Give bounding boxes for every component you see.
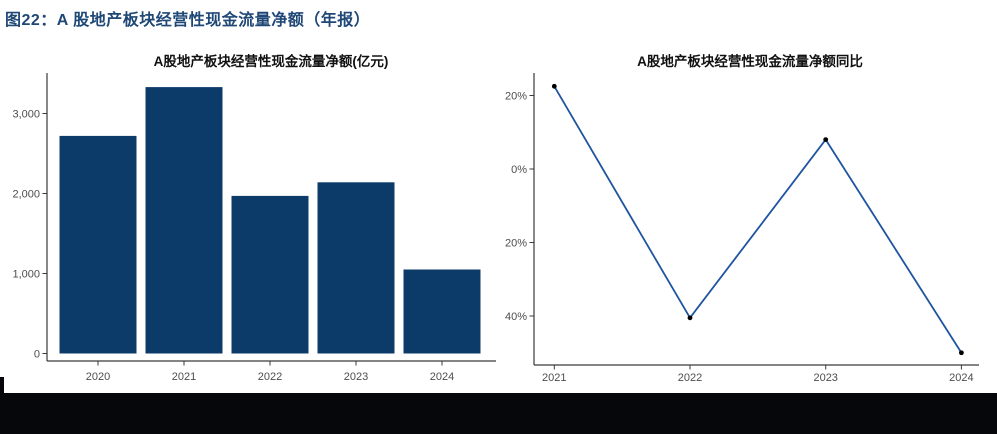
y-axis-tick-label: -20%: [505, 237, 527, 249]
data-point: [551, 83, 557, 89]
y-axis-tick-label: 0: [34, 348, 40, 360]
y-axis-tick-label: 3,000: [12, 108, 40, 120]
footer-bar: [0, 393, 997, 434]
bar: [59, 135, 137, 354]
line-chart-svg: A股地产板块经营性现金流量净额同比 20%0%-20%-40%202120222…: [505, 53, 979, 384]
data-point: [823, 137, 829, 142]
footer-left-tab: [0, 377, 4, 394]
x-axis-tick-label: 2023: [813, 372, 837, 384]
y-axis-tick-label: 20%: [505, 90, 527, 102]
y-axis-tick-label: -40%: [505, 311, 527, 323]
x-axis-tick-label: 2023: [344, 371, 368, 383]
bar-chart-title: A股地产板块经营性现金流量净额(亿元): [154, 53, 389, 69]
figure-caption: 图22：A 股地产板块经营性现金流量净额（年报）: [5, 12, 371, 29]
line-chart-plot: 20% 0% -20% -40% 2021 2022 2023 2024: [505, 73, 979, 384]
series-line: [553, 85, 963, 354]
line-chart-figure: A股地产板块经营性现金流量净额同比 20%0%-20%-40%202120222…: [505, 46, 997, 391]
x-axis-tick-label: 2024: [430, 371, 454, 383]
bar-chart-svg: A股地产板块经营性现金流量净额(亿元) 0 1,000 2,000 3,000 2020…: [12, 53, 496, 383]
bar-chart-figure: A股地产板块经营性现金流量净额(亿元) 0 1,000 2,000 3,000 2020…: [0, 46, 505, 391]
y-axis-tick-label: 0%: [511, 164, 527, 176]
line-chart-title: A股地产板块经营性现金流量净额同比: [637, 53, 863, 69]
x-axis-tick-label: 2020: [86, 371, 110, 383]
x-axis-tick-label: 2024: [949, 372, 973, 384]
data-point: [687, 315, 693, 321]
y-axis-tick-label: 1,000: [12, 268, 40, 280]
x-axis-tick-label: 2021: [542, 372, 566, 384]
bar: [403, 269, 481, 354]
bar: [231, 195, 309, 354]
data-point: [959, 350, 964, 356]
bar: [317, 182, 395, 354]
x-axis-tick-label: 2022: [258, 371, 282, 383]
x-axis-tick-label: 2022: [678, 372, 702, 384]
bar: [145, 87, 223, 354]
y-axis-tick-label: 2,000: [12, 188, 40, 200]
x-axis-tick-label: 2021: [172, 371, 196, 383]
bar-chart-plot: 0 1,000 2,000 3,000 2020 2021 2022 2023 2024: [12, 73, 496, 383]
